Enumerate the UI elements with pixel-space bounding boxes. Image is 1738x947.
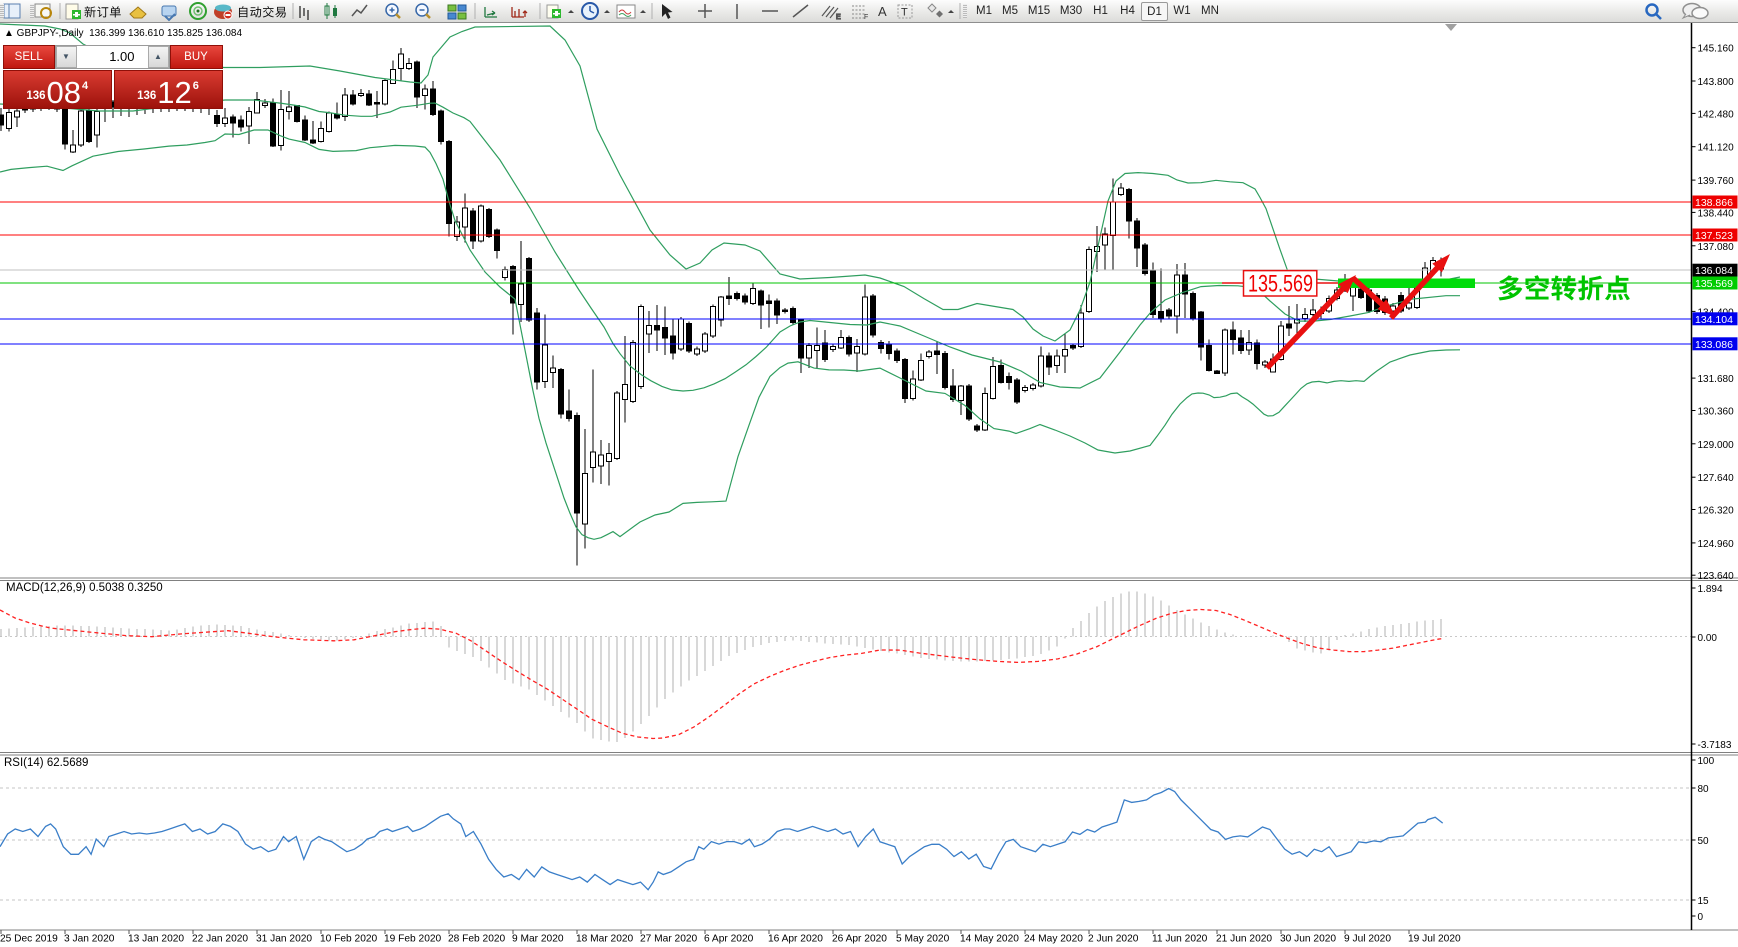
svg-text:142.480: 142.480 — [1698, 109, 1735, 120]
svg-text:127.640: 127.640 — [1698, 473, 1735, 484]
svg-text:16 Apr 2020: 16 Apr 2020 — [768, 934, 823, 945]
svg-text:138.866: 138.866 — [1695, 197, 1733, 209]
svg-text:129.000: 129.000 — [1698, 440, 1735, 451]
svg-text:15: 15 — [1698, 896, 1710, 907]
svg-text:MACD(12,26,9) 0.5038 0.3250: MACD(12,26,9) 0.5038 0.3250 — [6, 582, 163, 594]
svg-text:6 Apr 2020: 6 Apr 2020 — [704, 934, 754, 945]
svg-text:138.440: 138.440 — [1698, 208, 1735, 219]
svg-text:143.800: 143.800 — [1698, 77, 1735, 88]
svg-text:2 Jun 2020: 2 Jun 2020 — [1088, 934, 1139, 945]
svg-text:126.320: 126.320 — [1698, 506, 1735, 517]
svg-text:A: A — [878, 4, 887, 19]
svg-text:137.523: 137.523 — [1695, 230, 1733, 242]
svg-text:F: F — [864, 14, 868, 21]
svg-text:-3.7183: -3.7183 — [1698, 740, 1732, 751]
svg-text:E: E — [836, 14, 841, 21]
svg-text:3 Jan 2020: 3 Jan 2020 — [64, 934, 115, 945]
svg-text:22 Jan 2020: 22 Jan 2020 — [192, 934, 248, 945]
svg-text:30 Jun 2020: 30 Jun 2020 — [1280, 934, 1336, 945]
svg-text:11 Jun 2020: 11 Jun 2020 — [1152, 934, 1208, 945]
svg-text:14 May 2020: 14 May 2020 — [960, 934, 1019, 945]
svg-text:130.360: 130.360 — [1698, 407, 1735, 418]
svg-text:5 May 2020: 5 May 2020 — [896, 934, 950, 945]
svg-text:131.680: 131.680 — [1698, 374, 1735, 385]
svg-text:1.894: 1.894 — [1698, 584, 1723, 595]
svg-text:T: T — [901, 7, 908, 19]
svg-text:145.160: 145.160 — [1698, 44, 1735, 55]
svg-text:133.086: 133.086 — [1695, 339, 1733, 351]
svg-text:137.080: 137.080 — [1698, 242, 1735, 253]
svg-text:19 Jul 2020: 19 Jul 2020 — [1408, 934, 1461, 945]
svg-text:139.760: 139.760 — [1698, 176, 1735, 187]
svg-text:0.00: 0.00 — [1698, 633, 1718, 644]
svg-text:0: 0 — [1698, 912, 1704, 923]
svg-text:123.640: 123.640 — [1698, 571, 1735, 582]
svg-text:141.120: 141.120 — [1698, 143, 1735, 154]
svg-text:26 Apr 2020: 26 Apr 2020 — [832, 934, 887, 945]
svg-text:RSI(14) 62.5689: RSI(14) 62.5689 — [4, 757, 88, 769]
svg-text:28 Feb 2020: 28 Feb 2020 — [448, 934, 506, 945]
svg-text:19 Feb 2020: 19 Feb 2020 — [384, 934, 442, 945]
svg-text:27 Mar 2020: 27 Mar 2020 — [640, 934, 698, 945]
svg-text:13 Jan 2020: 13 Jan 2020 — [128, 934, 184, 945]
svg-text:134.104: 134.104 — [1695, 314, 1733, 326]
svg-text:135.569: 135.569 — [1695, 278, 1733, 290]
svg-text:9 Jul 2020: 9 Jul 2020 — [1344, 934, 1391, 945]
svg-text:24 May 2020: 24 May 2020 — [1024, 934, 1083, 945]
svg-text:124.960: 124.960 — [1698, 539, 1735, 550]
svg-text:135.569: 135.569 — [1248, 271, 1313, 298]
svg-text:136.084: 136.084 — [1695, 265, 1733, 277]
svg-text:10 Feb 2020: 10 Feb 2020 — [320, 934, 378, 945]
svg-text:9 Mar 2020: 9 Mar 2020 — [512, 934, 564, 945]
svg-text:25 Dec 2019: 25 Dec 2019 — [0, 934, 58, 945]
svg-text:31 Jan 2020: 31 Jan 2020 — [256, 934, 312, 945]
svg-text:21 Jun 2020: 21 Jun 2020 — [1216, 934, 1272, 945]
svg-text:50: 50 — [1698, 836, 1710, 847]
svg-text:80: 80 — [1698, 784, 1710, 795]
svg-text:18 Mar 2020: 18 Mar 2020 — [576, 934, 634, 945]
svg-text:100: 100 — [1698, 756, 1715, 767]
